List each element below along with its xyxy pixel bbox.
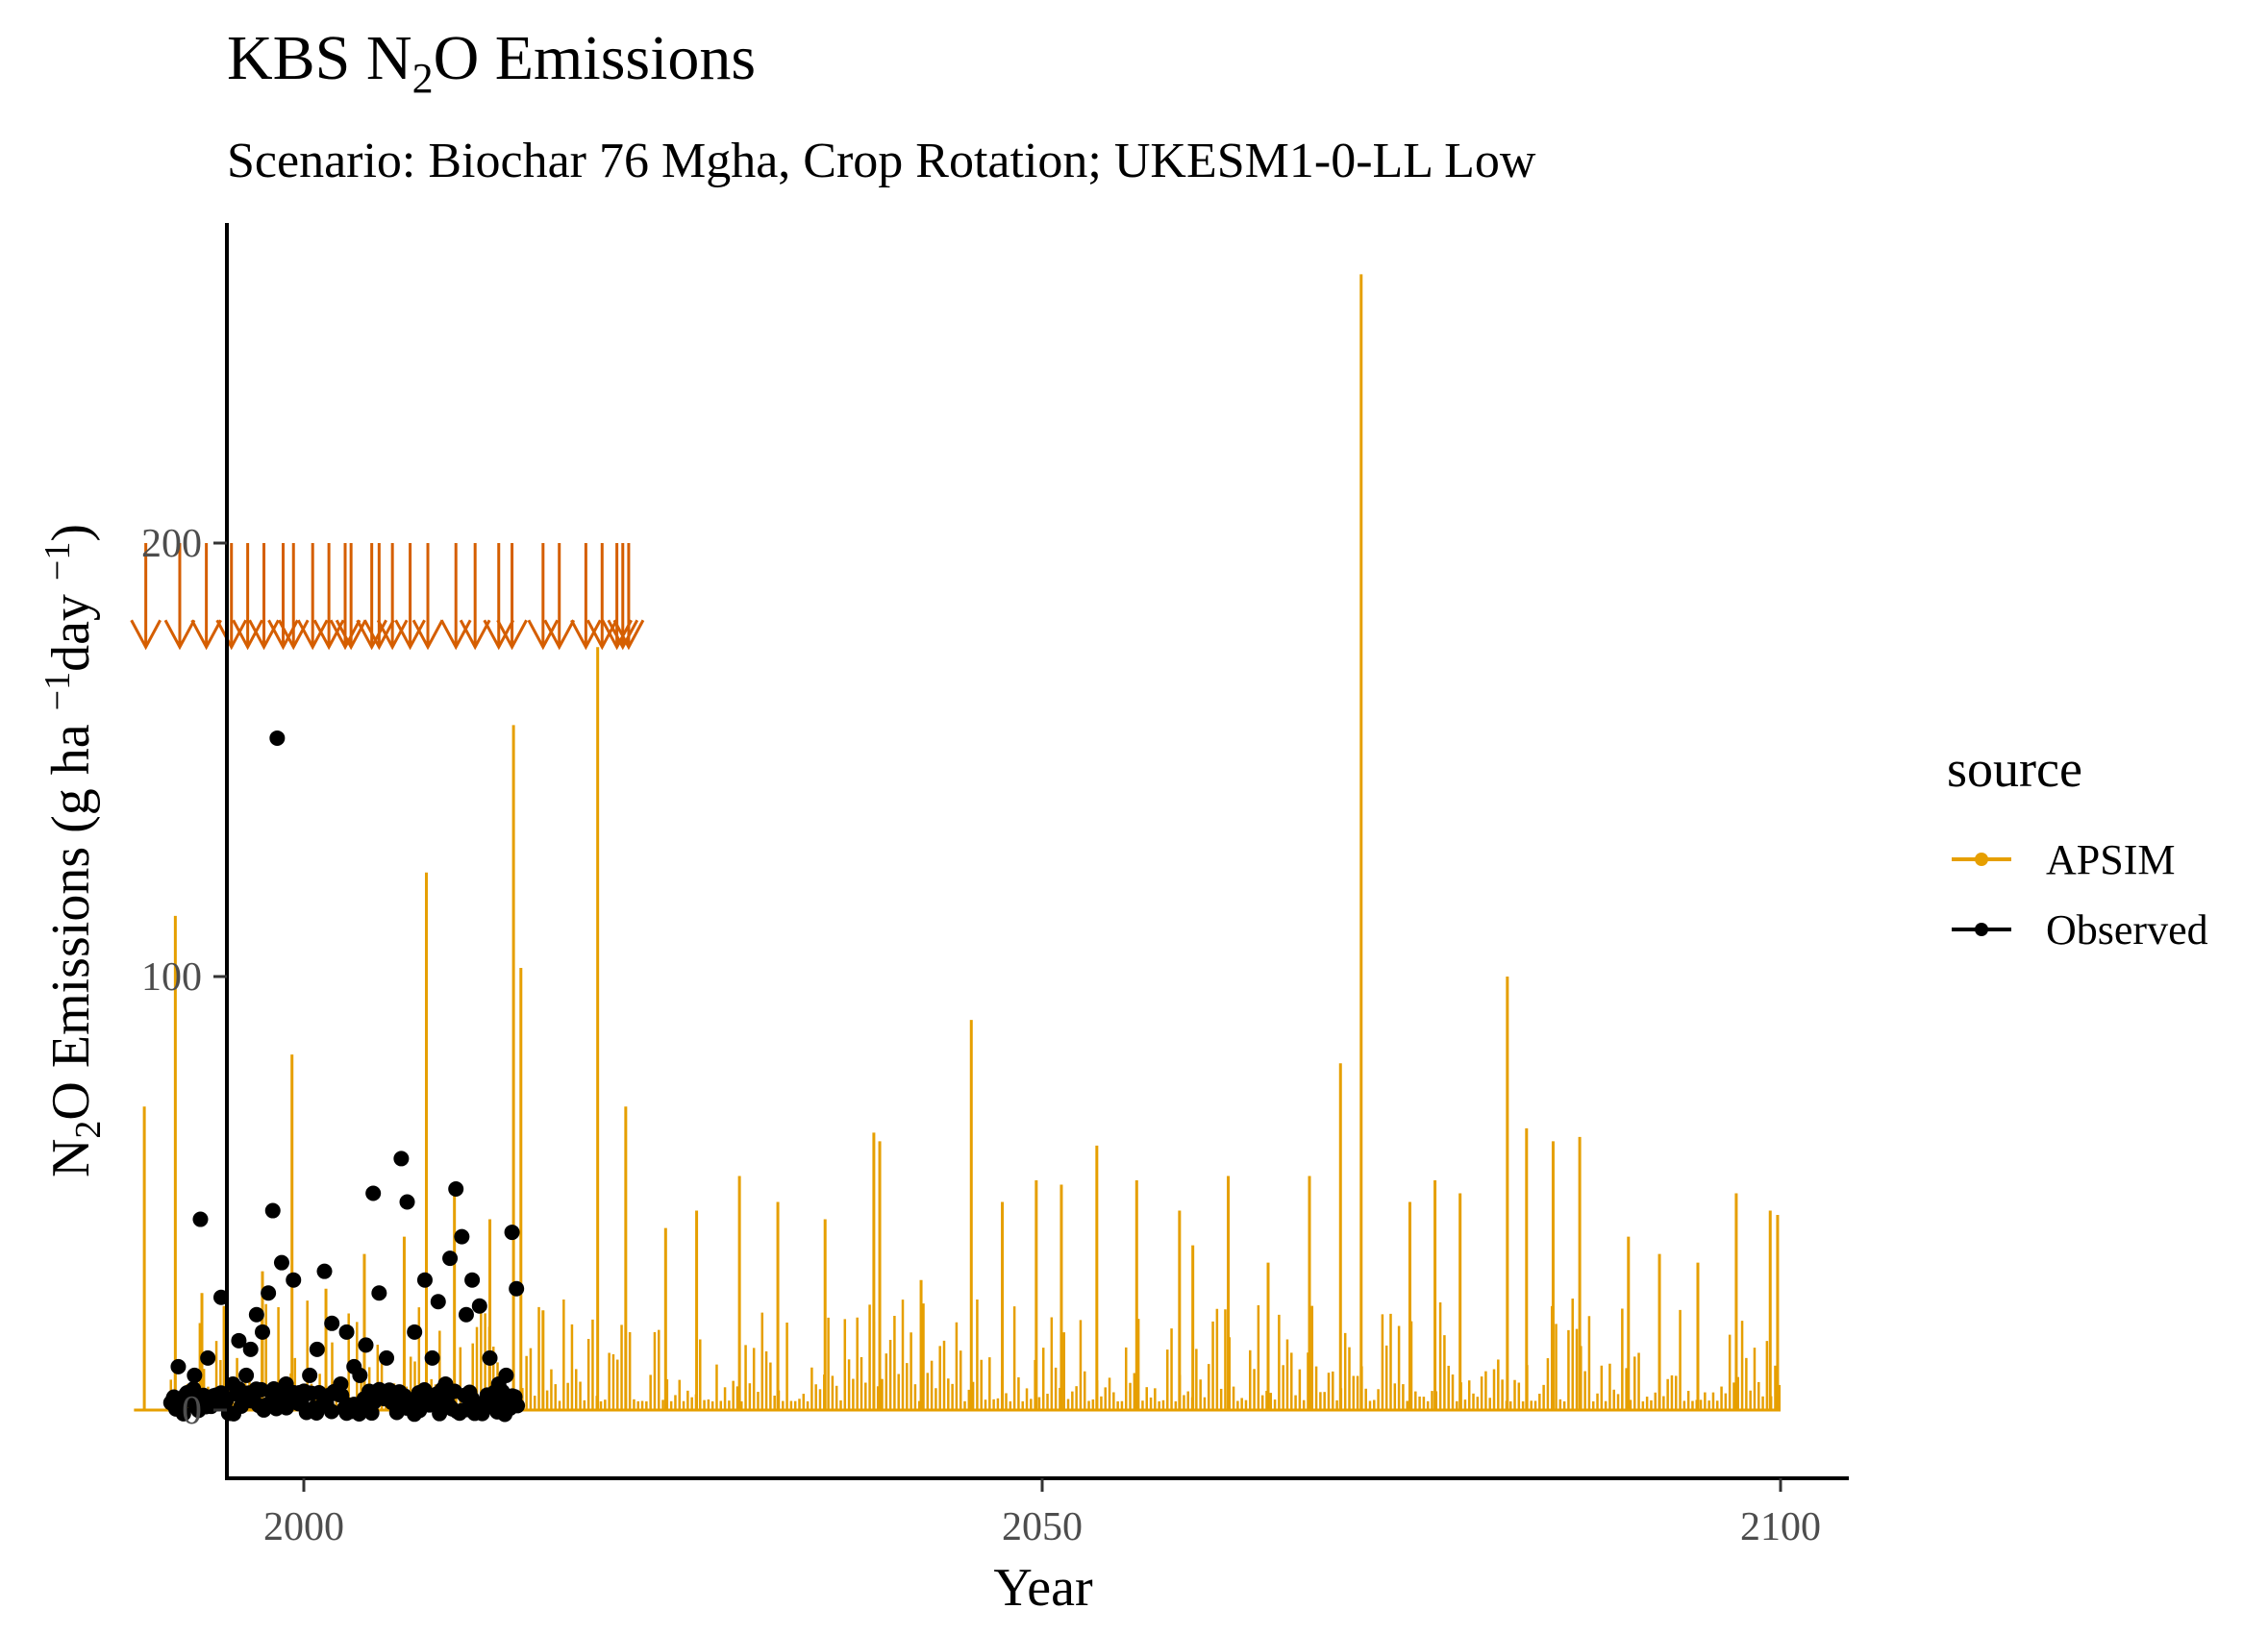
- legend-key-observed-point: [1975, 923, 1988, 936]
- observed-point: [454, 1228, 470, 1245]
- fertilizer-arrow-head: [296, 619, 329, 651]
- observed-point: [187, 1367, 203, 1383]
- observed-point-low: [175, 1405, 191, 1422]
- observed-point: [464, 1272, 481, 1288]
- observed-point: [407, 1324, 423, 1340]
- fertilizer-arrow-head: [363, 619, 395, 651]
- observed-point: [291, 1384, 308, 1400]
- y-axis-title: N2O Emissions (g ha −1day −1): [37, 524, 109, 1177]
- observed-point: [200, 1349, 216, 1366]
- fertilizer-arrow-head: [411, 619, 444, 651]
- fertilizer-arrow-head: [496, 619, 528, 651]
- apsim-series: [134, 274, 1782, 1412]
- y-axis-ticks: 0 100 200: [141, 522, 227, 1433]
- x-tick-label: 2000: [263, 1505, 344, 1549]
- observed-point: [498, 1367, 514, 1383]
- observed-point: [165, 1389, 182, 1405]
- observed-point: [238, 1367, 255, 1383]
- chart-subtitle: Scenario: Biochar 76 Mgha, Crop Rotation…: [227, 134, 1536, 188]
- chart-title: KBS N2O Emissions: [227, 23, 756, 102]
- observed-point: [458, 1306, 474, 1323]
- fertilizer-arrow-head: [459, 619, 491, 651]
- observed-point: [365, 1185, 382, 1201]
- observed-point-low: [323, 1403, 339, 1420]
- fertilizer-arrows: [130, 543, 645, 651]
- observed-point: [333, 1375, 349, 1392]
- observed-point: [278, 1375, 294, 1392]
- observed-point: [248, 1306, 264, 1323]
- observed-point: [448, 1180, 464, 1197]
- legend: source APSIM Observed: [1947, 740, 2208, 953]
- observed-point: [358, 1337, 374, 1353]
- y-tick-label: 0: [182, 1389, 202, 1433]
- observed-point: [309, 1341, 325, 1357]
- observed-point-low: [278, 1399, 294, 1416]
- fertilizer-arrow-head: [329, 619, 361, 651]
- fertilizer-arrow-head: [312, 619, 345, 651]
- fertilizer-arrow-head: [232, 619, 263, 651]
- observed-series: [162, 730, 526, 1423]
- observed-point: [379, 1349, 395, 1366]
- fertilizer-arrow-head: [483, 619, 515, 651]
- observed-point: [242, 1341, 259, 1357]
- fertilizer-arrow-head: [543, 619, 576, 651]
- observed-point: [411, 1384, 427, 1400]
- observed-point: [264, 1202, 281, 1219]
- legend-key-apsim-point: [1975, 853, 1988, 866]
- observed-point: [399, 1194, 415, 1210]
- observed-point: [338, 1324, 355, 1340]
- y-tick-label: 200: [141, 522, 202, 566]
- observed-point: [509, 1280, 525, 1297]
- observed-point: [424, 1349, 440, 1366]
- x-axis-ticks: 2000 2050 2100: [263, 1478, 1821, 1549]
- observed-point-low: [510, 1398, 526, 1414]
- x-tick-label: 2050: [1002, 1505, 1083, 1549]
- x-tick-label: 2100: [1740, 1505, 1821, 1549]
- observed-point: [286, 1272, 302, 1288]
- observed-point: [352, 1367, 368, 1383]
- observed-point: [504, 1225, 520, 1241]
- fertilizer-arrow-head: [570, 619, 602, 651]
- observed-point: [386, 1393, 402, 1409]
- fertilizer-arrow-head: [163, 619, 196, 651]
- observed-point: [231, 1332, 247, 1349]
- fertilizer-arrow-head: [527, 619, 560, 651]
- legend-item-observed: Observed: [1952, 906, 2208, 953]
- observed-point: [192, 1211, 209, 1227]
- observed-point: [416, 1272, 433, 1288]
- fertilizer-arrow-head: [215, 619, 248, 651]
- observed-point: [269, 730, 286, 746]
- observed-point: [212, 1289, 229, 1305]
- observed-point: [482, 1349, 498, 1366]
- x-axis-title: Year: [993, 1558, 1093, 1618]
- legend-label-observed: Observed: [2046, 906, 2208, 953]
- observed-point: [316, 1263, 333, 1279]
- legend-label-apsim: APSIM: [2046, 836, 2176, 883]
- fertilizer-arrow-head: [190, 619, 222, 651]
- observed-point: [393, 1151, 410, 1167]
- fertilizer-arrow-head: [607, 619, 639, 651]
- observed-point: [225, 1375, 241, 1392]
- observed-point: [254, 1324, 270, 1340]
- legend-item-apsim: APSIM: [1952, 836, 2176, 883]
- fertilizer-arrow-head: [130, 619, 162, 651]
- observed-point: [273, 1254, 289, 1271]
- observed-point: [170, 1358, 187, 1374]
- observed-point: [371, 1285, 387, 1301]
- observed-point: [302, 1367, 318, 1383]
- observed-point: [261, 1285, 277, 1301]
- fertilizer-arrow-head: [601, 619, 633, 651]
- y-tick-label: 100: [141, 955, 202, 1000]
- observed-point: [442, 1250, 459, 1267]
- fertilizer-arrow-head: [612, 619, 645, 651]
- observed-point: [430, 1294, 446, 1310]
- observed-point: [179, 1384, 195, 1400]
- observed-point: [324, 1315, 340, 1331]
- observed-point: [437, 1375, 454, 1392]
- observed-point: [471, 1298, 487, 1314]
- legend-title: source: [1947, 740, 2082, 798]
